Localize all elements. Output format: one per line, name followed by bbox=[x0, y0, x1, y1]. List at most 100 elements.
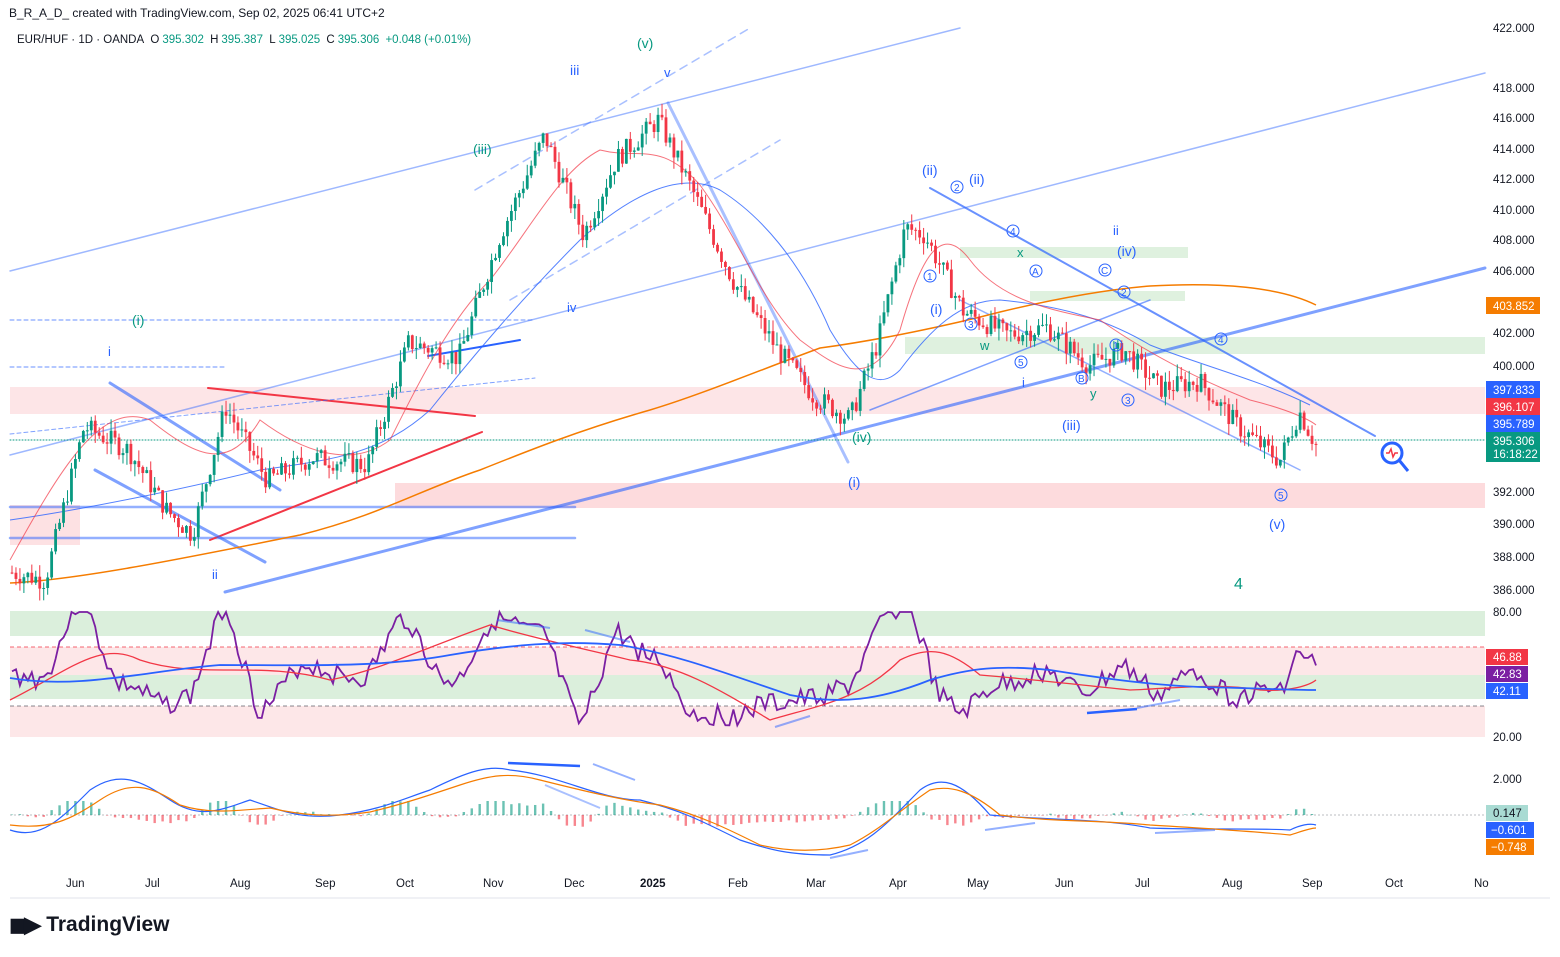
change-value: +0.048 (+0.01%) bbox=[385, 34, 472, 46]
wave-label: (i) bbox=[930, 301, 942, 317]
candle-body bbox=[212, 455, 216, 475]
candle-body bbox=[692, 180, 696, 193]
candle-body bbox=[644, 121, 648, 134]
x-tick: No bbox=[1474, 878, 1489, 890]
price-label-ema-text: 403.852 bbox=[1493, 301, 1535, 313]
candle-body bbox=[331, 467, 335, 471]
macd-bar bbox=[208, 802, 212, 815]
high-value: 395.387 bbox=[221, 34, 263, 46]
macd-bar bbox=[827, 815, 830, 820]
price-axis[interactable]: 422.000 418.000 416.000 414.000 412.000 … bbox=[1486, 23, 1540, 597]
rsi-y-tick: 20.00 bbox=[1493, 732, 1522, 744]
macd-bar bbox=[121, 815, 125, 819]
candle-body bbox=[799, 367, 803, 373]
candle-body bbox=[779, 344, 783, 363]
candle-body bbox=[399, 361, 402, 387]
wave-label: (v) bbox=[1269, 516, 1285, 532]
macd-bar bbox=[1017, 815, 1020, 816]
candle-body bbox=[585, 225, 589, 241]
candle-body bbox=[26, 572, 30, 578]
candle-body bbox=[264, 471, 268, 488]
macd-bar bbox=[1057, 815, 1060, 818]
candle-body bbox=[601, 196, 604, 212]
candle-body bbox=[351, 453, 355, 473]
candle-body bbox=[803, 372, 807, 386]
macd-bar bbox=[763, 815, 767, 822]
macd-bar bbox=[272, 815, 275, 821]
macd-bar bbox=[113, 815, 117, 818]
brand-footer[interactable]: ◼▶ TradingView bbox=[9, 912, 170, 938]
macd-bar bbox=[430, 815, 434, 817]
candle-body bbox=[379, 427, 383, 429]
circle-label: B bbox=[1075, 371, 1089, 385]
macd-bar bbox=[708, 815, 711, 825]
candle-body bbox=[755, 312, 759, 316]
candle-body bbox=[375, 427, 379, 447]
macd-bar bbox=[97, 808, 101, 815]
candle-body bbox=[787, 348, 791, 359]
macd-bar bbox=[359, 815, 362, 817]
candle-body bbox=[335, 464, 339, 471]
candle-body bbox=[184, 526, 188, 533]
candle-body bbox=[177, 517, 180, 528]
macd-bar bbox=[1073, 815, 1076, 819]
candle-body bbox=[1199, 373, 1203, 392]
macd-bar bbox=[716, 815, 719, 827]
candle-body bbox=[216, 436, 220, 456]
candle-body bbox=[232, 414, 236, 423]
candle-body bbox=[513, 197, 517, 212]
candle-body bbox=[208, 474, 212, 485]
rsi-y-tick: 80.00 bbox=[1493, 607, 1522, 619]
candle-body bbox=[38, 576, 42, 589]
tradingview-logo-icon: ◼▶ bbox=[9, 912, 41, 937]
green-zone-3 bbox=[905, 337, 1485, 354]
candle-body bbox=[969, 309, 973, 314]
macd-bar bbox=[557, 815, 561, 820]
x-tick: Aug bbox=[1222, 878, 1242, 890]
time-axis[interactable]: Jun Jul Aug Sep Oct Nov Dec 2025 Feb Mar… bbox=[66, 878, 1489, 890]
candle-body bbox=[1017, 336, 1021, 342]
y-tick: 414.000 bbox=[1493, 144, 1535, 156]
wave-label: ii bbox=[212, 567, 218, 582]
candle-body bbox=[1282, 442, 1286, 460]
replay-magnifier-icon[interactable] bbox=[1380, 441, 1410, 472]
candle-body bbox=[319, 450, 323, 454]
macd-bar bbox=[922, 812, 925, 815]
candle-body bbox=[240, 429, 244, 431]
rsi-label-blue: 42.11 bbox=[1493, 686, 1521, 698]
rsi-pane: 80.00 20.00 46.88 42.83 42.11 bbox=[9, 607, 1528, 744]
candle-body bbox=[1088, 365, 1092, 374]
candle-body bbox=[672, 137, 676, 158]
candle-body bbox=[188, 526, 192, 541]
candle-body bbox=[997, 319, 1001, 329]
macd-bar bbox=[248, 815, 252, 823]
candle-body bbox=[1128, 351, 1132, 353]
candle-body bbox=[77, 442, 81, 460]
wave-label: ii bbox=[1113, 223, 1119, 238]
candle-body bbox=[434, 347, 438, 349]
svg-text:3: 3 bbox=[968, 320, 974, 331]
svg-text:5: 5 bbox=[1018, 358, 1024, 369]
symbol-name[interactable]: EUR/HUF · 1D · OANDA bbox=[17, 34, 145, 46]
candle-body bbox=[422, 343, 426, 348]
y-tick: 392.000 bbox=[1493, 487, 1535, 499]
candle-body bbox=[1263, 439, 1266, 448]
candle-body bbox=[1278, 459, 1282, 466]
x-tick: Mar bbox=[806, 878, 826, 890]
candle-body bbox=[1215, 402, 1219, 406]
candle-body bbox=[1243, 436, 1247, 438]
macd-bar bbox=[533, 804, 537, 815]
candle-body bbox=[1041, 324, 1044, 326]
candle-body bbox=[1298, 412, 1302, 430]
macd-bar bbox=[510, 804, 513, 815]
candle-body bbox=[696, 192, 700, 197]
candle-body bbox=[141, 467, 145, 474]
x-tick: Jun bbox=[1055, 878, 1074, 890]
macd-bar bbox=[541, 803, 545, 815]
candle-body bbox=[1084, 367, 1088, 374]
x-tick: Aug bbox=[230, 878, 250, 890]
candle-body bbox=[1302, 412, 1306, 430]
macd-y-tick: 2.000 bbox=[1493, 774, 1522, 786]
candle-body bbox=[609, 175, 612, 188]
